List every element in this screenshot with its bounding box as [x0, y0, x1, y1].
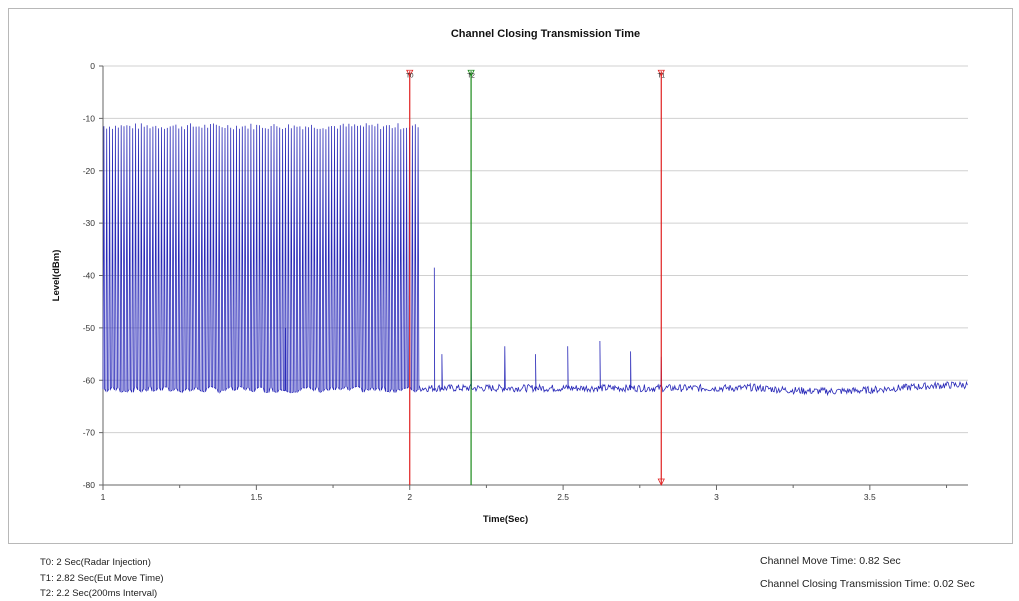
y-tick-label: -80 [83, 480, 96, 490]
marker-top-t0 [406, 69, 414, 78]
y-axis-label: Level(dBm) [51, 250, 62, 302]
y-tick-label: 0 [90, 61, 95, 71]
footer-move-time: Channel Move Time: 0.82 Sec [760, 555, 901, 567]
x-tick-label: 1.5 [250, 492, 262, 502]
marker-bottom-t1 [657, 478, 665, 486]
signal-series-line [102, 123, 968, 397]
marker-label-t0: T0 [406, 72, 414, 79]
y-tick-label: -50 [83, 323, 96, 333]
y-tick-label: -10 [83, 113, 96, 123]
x-tick-label: 1 [101, 492, 106, 502]
footer-t0: T0: 2 Sec(Radar Injection) [40, 557, 151, 568]
marker-top-t1 [657, 69, 665, 78]
x-tick-label: 2 [407, 492, 412, 502]
x-tick-label: 3 [714, 492, 719, 502]
y-tick-label: -30 [83, 218, 96, 228]
x-tick-label: 2.5 [557, 492, 569, 502]
footer-t2: T2: 2.2 Sec(200ms Interval) [40, 588, 158, 599]
y-tick-label: -70 [83, 428, 96, 438]
footer-closing-time: Channel Closing Transmission Time: 0.02 … [760, 578, 975, 590]
chart-svg: Channel Closing Transmission Time 0 -10 -20… [51, 28, 968, 525]
marker-label-t1: T1 [657, 72, 665, 79]
y-tick-label: -60 [83, 375, 96, 385]
x-axis-label: Time(Sec) [483, 514, 528, 525]
chart-panel: Channel Closing Transmission Time 0 -10 -20… [8, 8, 1013, 544]
x-tick-label: 3.5 [864, 492, 876, 502]
marker-label-t2: T2 [467, 72, 475, 79]
chart-title: Channel Closing Transmission Time [451, 28, 640, 40]
y-tick-label: -40 [83, 271, 96, 281]
marker-top-t2 [467, 69, 475, 78]
y-tick-label: -20 [83, 166, 96, 176]
footer-t1: T1: 2.82 Sec(Eut Move Time) [40, 573, 164, 584]
